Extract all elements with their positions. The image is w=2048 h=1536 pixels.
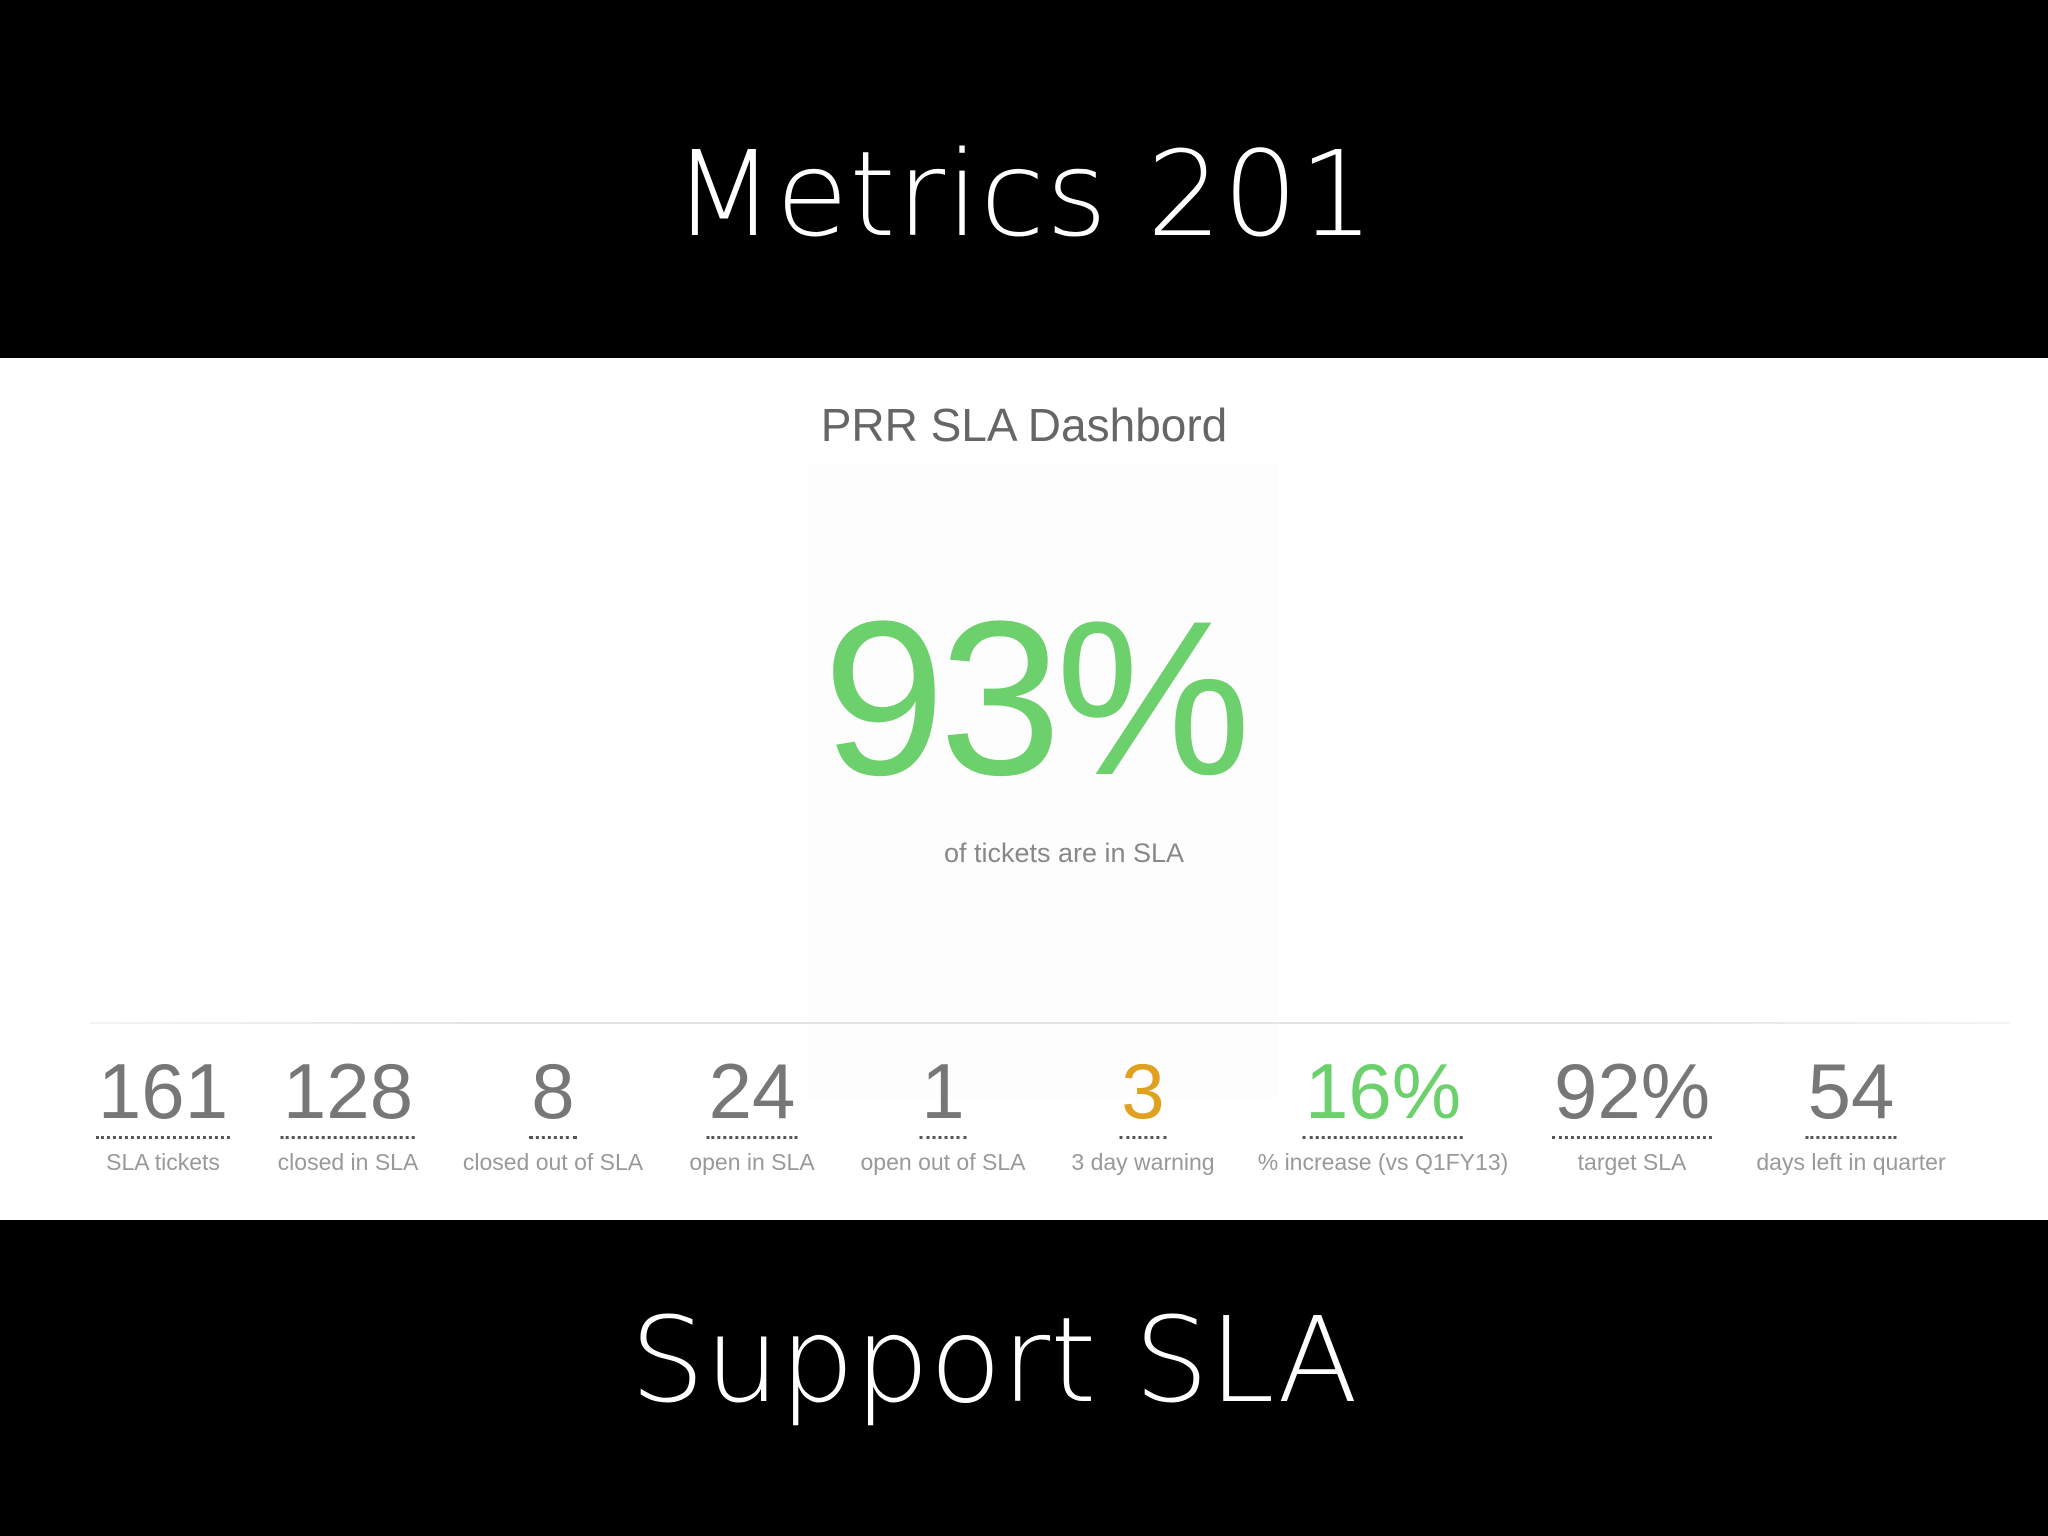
- stat-label: 3 day warning: [1071, 1149, 1215, 1175]
- stat-label: closed in SLA: [277, 1149, 419, 1175]
- stat-value: 8: [529, 1048, 577, 1139]
- headline-panel: [808, 463, 1278, 1098]
- stat-sla-tickets[interactable]: 161 SLA tickets: [95, 1048, 231, 1176]
- stat-value: 1: [919, 1048, 967, 1139]
- slide-subtitle: Support SLA: [629, 1291, 1359, 1429]
- stat-value: 161: [95, 1048, 231, 1139]
- stat-percent-increase[interactable]: 16% % increase (vs Q1FY13): [1258, 1048, 1509, 1176]
- stat-open-in-sla[interactable]: 24 open in SLA: [689, 1048, 814, 1176]
- stat-label: closed out of SLA: [462, 1149, 644, 1175]
- dashboard-title: PRR SLA Dashbord: [820, 399, 1228, 451]
- headline-caption: of tickets are in SLA: [943, 838, 1185, 868]
- stat-3-day-warning[interactable]: 3 3 day warning: [1071, 1048, 1214, 1176]
- headline-value: 93%: [822, 575, 1251, 821]
- stat-label: days left in quarter: [1756, 1149, 1946, 1175]
- stat-closed-out-of-sla[interactable]: 8 closed out of SLA: [463, 1048, 643, 1176]
- stat-value: 92%: [1551, 1048, 1713, 1139]
- slide-title: Metrics 201: [672, 125, 1376, 263]
- stat-value: 24: [706, 1048, 798, 1139]
- stats-row: 161 SLA tickets 128 closed in SLA 8 clos…: [0, 1048, 2048, 1208]
- title-band: Metrics 201: [0, 0, 2048, 358]
- stat-label: target SLA: [1577, 1149, 1687, 1175]
- stat-value: 3: [1119, 1048, 1167, 1139]
- stat-days-left[interactable]: 54 days left in quarter: [1756, 1048, 1945, 1176]
- stat-closed-in-sla[interactable]: 128 closed in SLA: [278, 1048, 419, 1176]
- stat-open-out-of-sla[interactable]: 1 open out of SLA: [861, 1048, 1026, 1176]
- dashboard-screenshot: PRR SLA Dashbord 93% of tickets are in S…: [0, 358, 2048, 1220]
- stat-label: % increase (vs Q1FY13): [1257, 1149, 1509, 1175]
- stat-value: 128: [280, 1048, 416, 1139]
- stat-label: open out of SLA: [860, 1149, 1026, 1175]
- stat-value: 54: [1805, 1048, 1897, 1139]
- subtitle-band: Support SLA: [0, 1220, 2048, 1536]
- stat-value: 16%: [1302, 1048, 1464, 1139]
- divider: [90, 1022, 2010, 1024]
- stat-label: open in SLA: [689, 1149, 815, 1175]
- stat-target-sla[interactable]: 92% target SLA: [1551, 1048, 1713, 1176]
- stat-label: SLA tickets: [106, 1149, 220, 1175]
